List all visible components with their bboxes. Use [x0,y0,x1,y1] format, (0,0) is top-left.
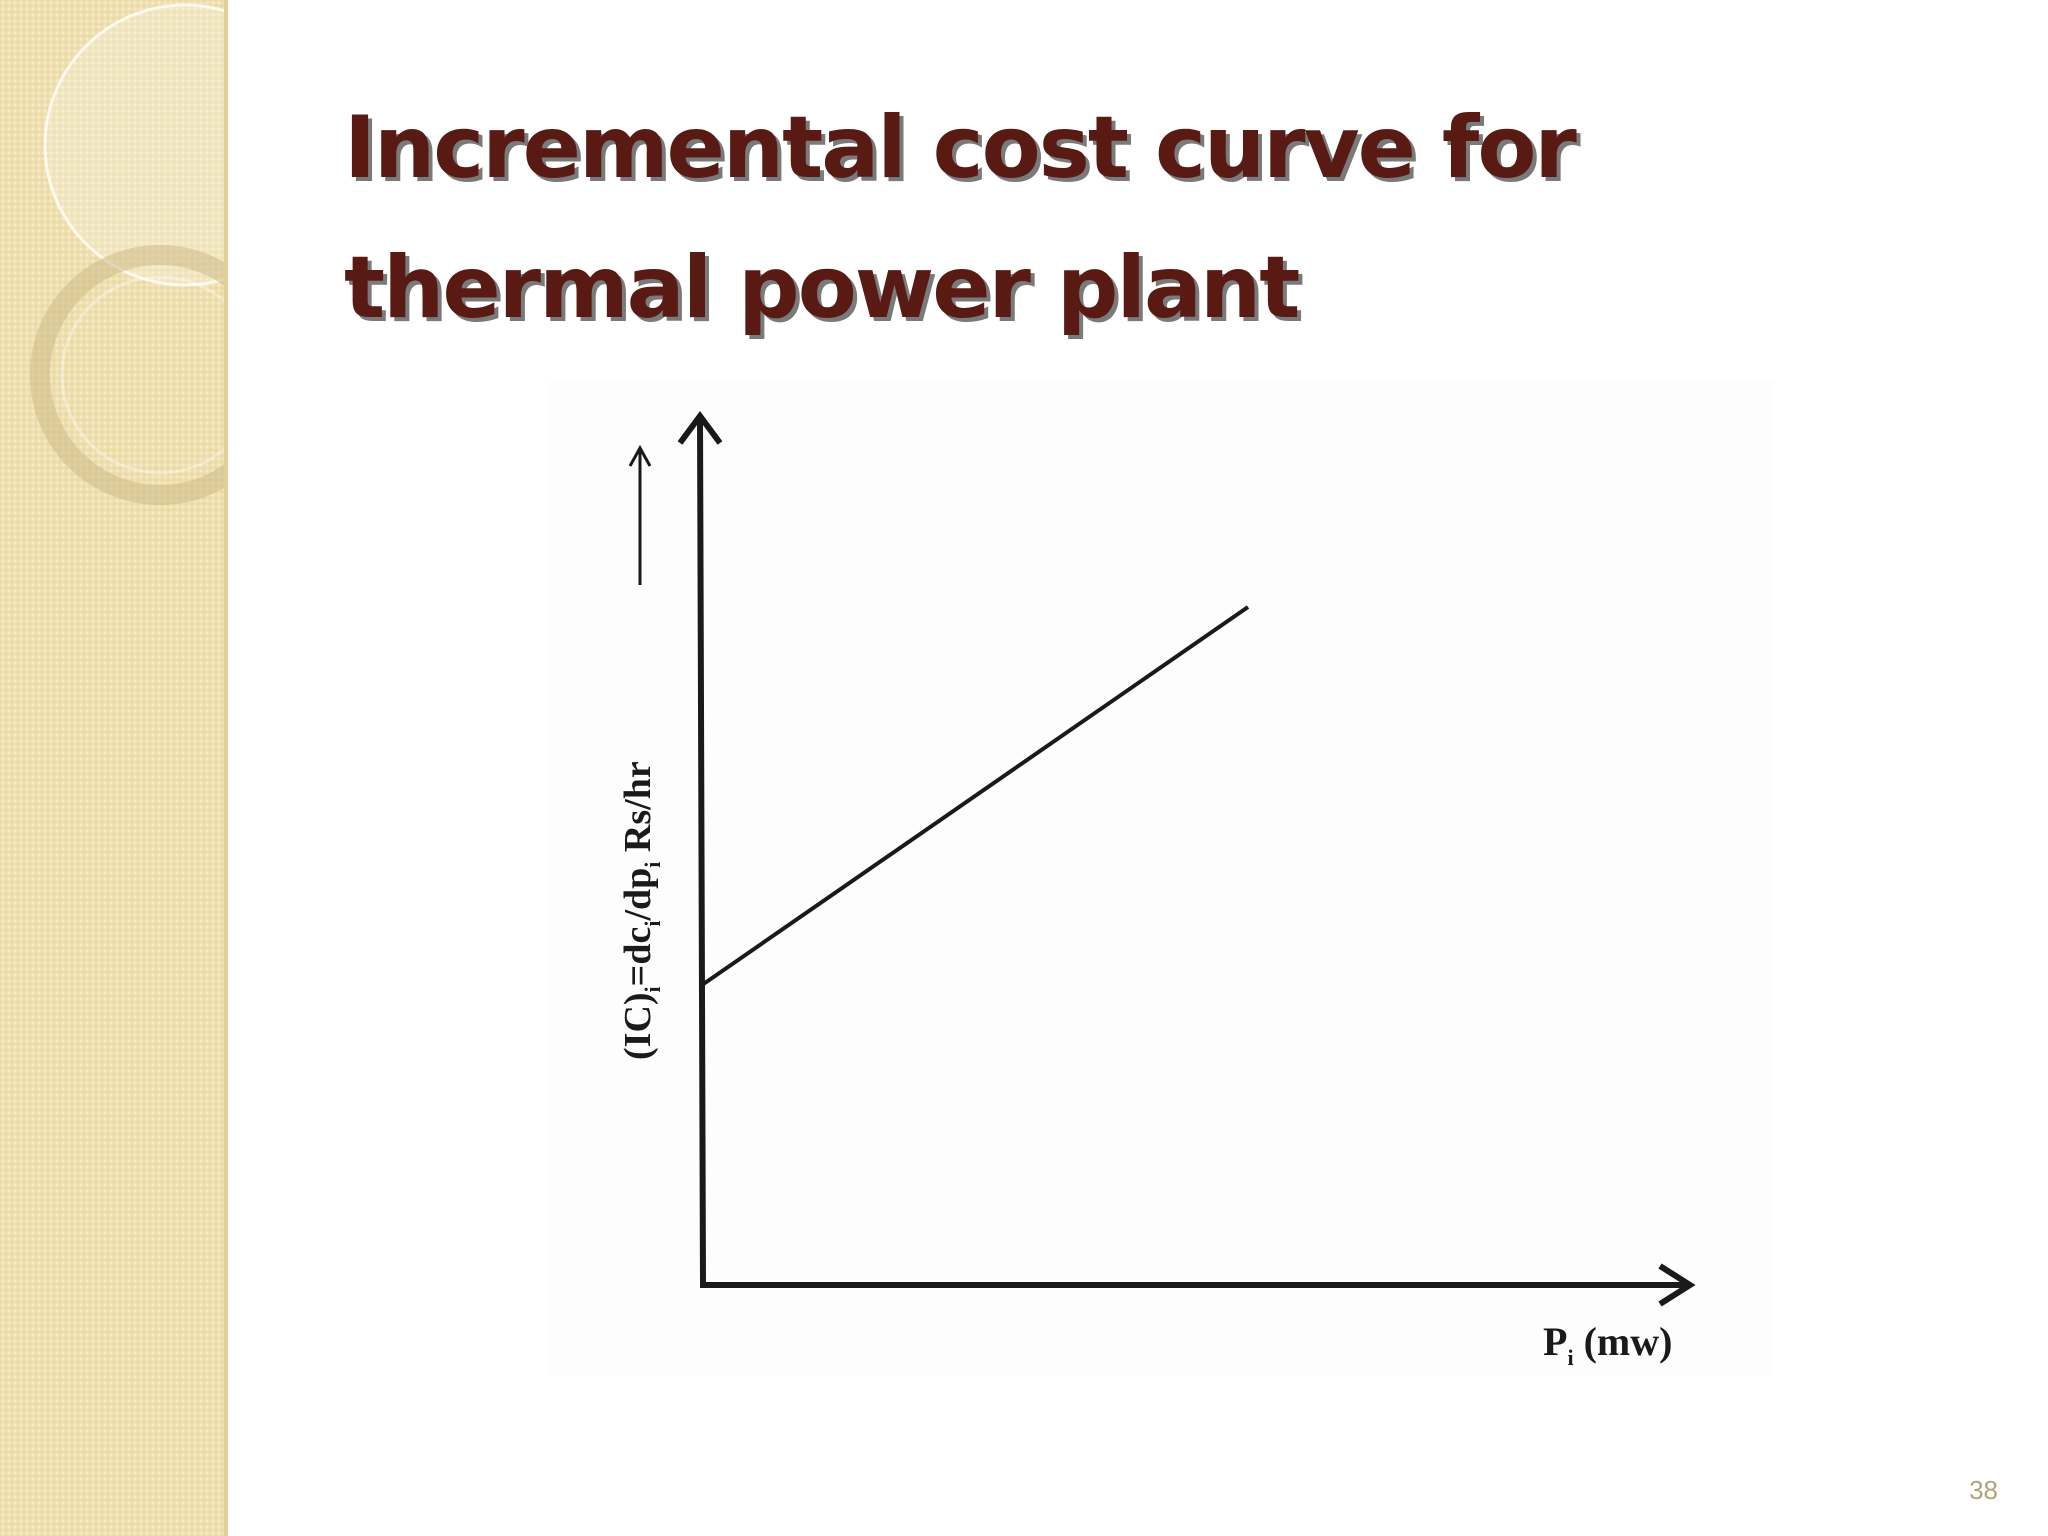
y-axis [697,417,706,1286]
diagram-svg: (IC)i=dci/dpi Rs/hr Pi (mw) [617,410,1696,1370]
page-number: 38 [1969,1475,1998,1505]
slide-title: Incremental cost curve for thermal power… [344,78,1844,358]
slide-title-line1: Incremental cost curve for [344,98,1577,198]
incremental-cost-diagram: (IC)i=dci/dpi Rs/hr Pi (mw) [548,380,1773,1375]
incremental-cost-line [700,605,1250,987]
decorative-rings [30,3,227,505]
side-panel-edge [224,0,228,1536]
decorative-side-panel [0,0,227,1536]
y-axis-label: (IC)i=dci/dpi Rs/hr [617,761,665,1060]
y-axis-label-group: (IC)i=dci/dpi Rs/hr [617,761,665,1060]
x-axis-arrowhead [1658,1263,1696,1307]
y-axis-arrowhead [677,410,723,445]
x-axis-label: Pi (mw) [1543,1319,1672,1370]
y-label-arrowhead [628,444,652,467]
slide-title-line2: thermal power plant [344,238,1300,338]
